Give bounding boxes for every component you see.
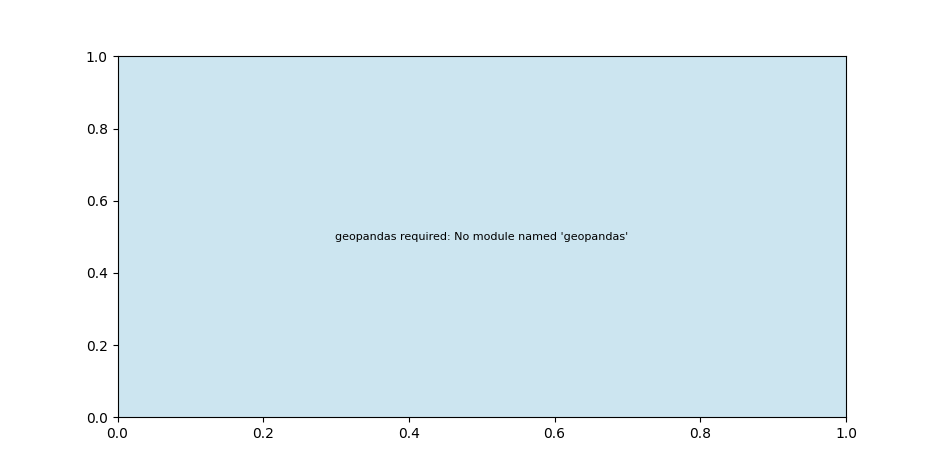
Text: geopandas required: No module named 'geopandas': geopandas required: No module named 'geo… <box>336 232 628 242</box>
